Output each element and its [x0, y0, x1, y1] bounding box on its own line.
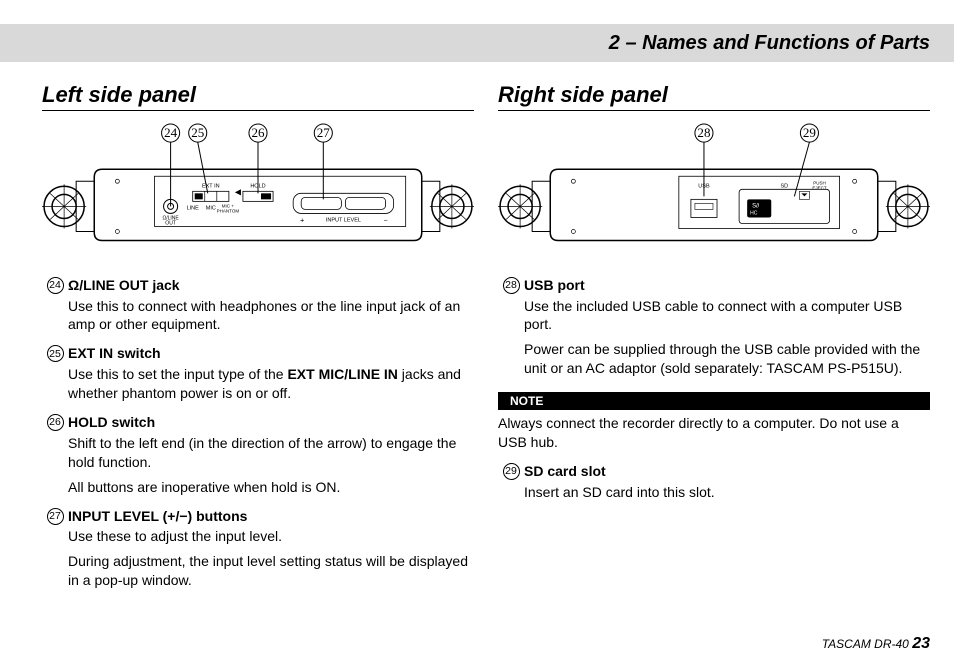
- description-item: 26HOLD switch Shift to the left end (in t…: [42, 413, 474, 497]
- chapter-title: 2 – Names and Functions of Parts: [609, 24, 930, 62]
- svg-text:EXT IN: EXT IN: [202, 183, 220, 189]
- item-body: Ω/LINE OUT jack Use this to connect with …: [68, 276, 474, 335]
- item-paragraph: Use this to connect with headphones or t…: [68, 297, 474, 335]
- item-body: EXT IN switch Use this to set the input t…: [68, 344, 474, 403]
- description-item: 25EXT IN switch Use this to set the input…: [42, 344, 474, 403]
- item-number: 24: [42, 276, 68, 296]
- item-paragraph: Use the included USB cable to connect wi…: [524, 297, 930, 335]
- callout-24: 24: [164, 125, 178, 140]
- svg-text:EJECT: EJECT: [812, 185, 827, 190]
- svg-text:HOLD: HOLD: [250, 183, 265, 189]
- item-title: INPUT LEVEL (+/−) buttons: [68, 507, 474, 526]
- footer-model: TASCAM DR-40: [822, 637, 909, 651]
- headphone-icon: Ω: [68, 277, 79, 293]
- item-title: EXT IN switch: [68, 344, 474, 363]
- svg-text:OUT: OUT: [165, 220, 176, 226]
- callout-27: 27: [317, 125, 331, 140]
- item-title: HOLD switch: [68, 413, 474, 432]
- callout-28: 28: [697, 125, 711, 140]
- item-paragraph: Shift to the left end (in the direction …: [68, 434, 474, 472]
- svg-text:PHANTOM: PHANTOM: [217, 208, 240, 213]
- item-number: 26: [42, 413, 68, 433]
- description-item: 29SD card slot Insert an SD card into thi…: [498, 462, 930, 502]
- svg-text:S∂: S∂: [752, 202, 759, 209]
- right-column: Right side panel 28 29: [498, 82, 930, 631]
- svg-text:USB: USB: [698, 183, 710, 189]
- item-body: SD card slot Insert an SD card into this …: [524, 462, 930, 502]
- item-paragraph: Use these to adjust the input level.: [68, 527, 474, 546]
- footer: TASCAM DR-40 23: [822, 635, 930, 653]
- right-items-1: 28USB port Use the included USB cable to …: [498, 276, 930, 388]
- item-title: USB port: [524, 276, 930, 295]
- svg-text:−: −: [384, 217, 388, 224]
- svg-text:HC: HC: [750, 210, 758, 216]
- description-item: 24Ω/LINE OUT jack Use this to connect wit…: [42, 276, 474, 335]
- description-item: 27INPUT LEVEL (+/−) buttonsUse these to …: [42, 507, 474, 591]
- item-paragraph: Power can be supplied through the USB ca…: [524, 340, 930, 378]
- right-items-2: 29SD card slot Insert an SD card into thi…: [498, 462, 930, 512]
- content: Left side panel 24 25 26 27: [42, 82, 930, 631]
- svg-text:INPUT LEVEL: INPUT LEVEL: [326, 217, 361, 223]
- item-number: 28: [498, 276, 524, 296]
- right-section-title: Right side panel: [498, 82, 930, 111]
- item-title: Ω/LINE OUT jack: [68, 276, 474, 295]
- callout-25: 25: [191, 125, 205, 140]
- left-column: Left side panel 24 25 26 27: [42, 82, 474, 631]
- item-paragraph: During adjustment, the input level setti…: [68, 552, 474, 590]
- left-items: 24Ω/LINE OUT jack Use this to connect wit…: [42, 276, 474, 600]
- item-title: SD card slot: [524, 462, 930, 481]
- note-label: NOTE: [498, 392, 930, 410]
- item-paragraph: Insert an SD card into this slot.: [524, 483, 930, 502]
- footer-page: 23: [912, 635, 930, 652]
- svg-text:+: +: [300, 217, 304, 224]
- item-number: 25: [42, 344, 68, 364]
- svg-text:SD: SD: [780, 183, 788, 189]
- item-number: 27: [42, 507, 68, 527]
- right-panel-diagram: 28 29: [498, 121, 930, 262]
- description-item: 28USB port Use the included USB cable to …: [498, 276, 930, 378]
- callout-29: 29: [803, 125, 816, 140]
- item-paragraph: Use this to set the input type of the EX…: [68, 365, 474, 403]
- note-text: Always connect the recorder directly to …: [498, 414, 930, 452]
- item-paragraph: All buttons are inoperative when hold is…: [68, 478, 474, 497]
- item-body: HOLD switch Shift to the left end (in the…: [68, 413, 474, 497]
- left-panel-diagram: 24 25 26 27: [42, 121, 474, 262]
- svg-text:LINE: LINE: [187, 205, 200, 211]
- svg-text:MIC: MIC: [206, 205, 216, 211]
- callout-26: 26: [251, 125, 265, 140]
- left-section-title: Left side panel: [42, 82, 474, 111]
- item-body: USB port Use the included USB cable to co…: [524, 276, 930, 378]
- item-body: INPUT LEVEL (+/−) buttonsUse these to ad…: [68, 507, 474, 591]
- item-number: 29: [498, 462, 524, 482]
